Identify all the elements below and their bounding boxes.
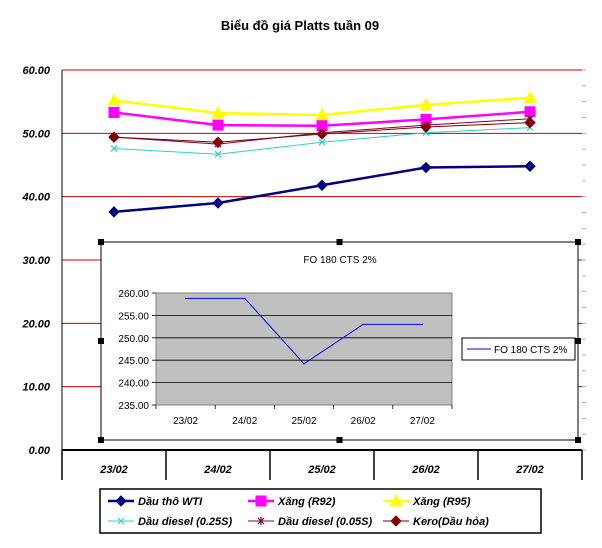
inset-chart-title: FO 180 CTS 2% (303, 255, 376, 266)
data-point-2-4 (523, 90, 537, 104)
selection-handle (575, 239, 581, 245)
data-point-3-2 (318, 138, 326, 146)
main-legend: Dầu thô WTI Xăng (R92) Xăng (R95) Dầu diese… (99, 488, 542, 534)
legend-label: Dầu thô WTI (138, 496, 203, 508)
data-point-0-1 (212, 197, 224, 209)
data-point-0-0 (108, 206, 120, 218)
selection-handle (575, 437, 581, 443)
inset-chart[interactable]: FO 180 CTS 2% 235.00 240.00 245.00 250.00 255… (98, 239, 581, 443)
inset-legend-label: FO 180 CTS 2% (494, 345, 567, 356)
selection-handle (336, 239, 343, 245)
legend-label: Kero(Dầu hỏa) (413, 516, 489, 528)
x-tick-label: 26/02 (411, 464, 440, 476)
inset-y-tick-label: 255.00 (118, 311, 149, 322)
legend-marker-5 (390, 515, 402, 527)
data-point-5-3 (420, 121, 432, 133)
legend-marker-2 (389, 493, 403, 507)
y-tick-label: 40.00 (21, 192, 50, 204)
legend-marker-3 (117, 517, 125, 525)
inset-data-point-2 (303, 363, 305, 365)
x-tick-label: 23/02 (99, 464, 128, 476)
x-tick-label: 24/02 (203, 464, 232, 476)
data-point-1-0 (108, 106, 120, 118)
data-point-2-1 (211, 106, 225, 119)
data-point-5-1 (212, 136, 224, 148)
legend-label: Xăng (R95) (412, 496, 471, 508)
legend-label: Xăng (R92) (277, 496, 336, 508)
inset-x-tick-label: 27/02 (410, 416, 435, 427)
data-point-5-2 (316, 128, 328, 140)
inset-y-tick-label: 250.00 (118, 334, 149, 345)
y-tick-label: 10.00 (22, 382, 50, 394)
inset-y-tick-label: 240.00 (118, 379, 149, 390)
legend-marker-1 (255, 495, 267, 507)
y-tick-label: 50.00 (22, 128, 50, 140)
inset-x-tick-label: 25/02 (291, 416, 316, 427)
inset-x-tick-label: 24/02 (232, 416, 257, 427)
inset-plot-area (155, 292, 453, 406)
selection-handle (98, 239, 104, 245)
main-chart-title: Biểu đồ giá Platts tuần 09 (221, 18, 379, 33)
selection-handle (98, 338, 104, 344)
data-point-2-0 (107, 93, 121, 106)
inset-legend-box (461, 337, 576, 361)
inset-data-point-0 (185, 297, 187, 299)
selection-handle (336, 437, 343, 443)
inset-y-tick-label: 245.00 (118, 356, 149, 367)
data-point-5-4 (524, 116, 536, 129)
legend-label: Dầu diesel (0.05S) (278, 516, 372, 528)
data-point-0-2 (316, 179, 328, 191)
data-point-0-4 (524, 160, 536, 172)
inset-data-point-1 (244, 297, 246, 299)
legend-box (99, 488, 542, 534)
data-point-3-0 (110, 145, 118, 152)
data-point-5-0 (108, 131, 120, 143)
selection-handle (98, 437, 104, 443)
inset-x-tick-label: 26/02 (351, 416, 376, 427)
legend-label: Dầu diesel (0.25S) (138, 516, 232, 528)
data-point-1-1 (212, 119, 224, 131)
x-tick-label: 27/02 (515, 464, 544, 476)
selection-handle (575, 338, 581, 344)
inset-data-point-3 (362, 323, 364, 325)
legend-marker-4 (257, 517, 265, 525)
inset-data-point-4 (421, 323, 423, 325)
y-tick-label: 30.00 (22, 255, 50, 267)
inset-x-tick-label: 23/02 (173, 416, 198, 427)
y-tick-label: 0.00 (29, 445, 51, 457)
inset-y-tick-label: 235.00 (118, 401, 149, 412)
y-tick-label: 60.00 (22, 65, 50, 77)
data-point-2-2 (315, 107, 329, 121)
data-point-3-1 (214, 150, 222, 158)
data-point-2-3 (419, 97, 433, 111)
x-tick-label: 25/02 (307, 464, 336, 476)
y-tick-label: 20.00 (21, 318, 50, 330)
legend-marker-0 (115, 495, 127, 507)
inset-y-tick-label: 260.00 (118, 289, 149, 300)
data-point-0-3 (420, 161, 432, 174)
